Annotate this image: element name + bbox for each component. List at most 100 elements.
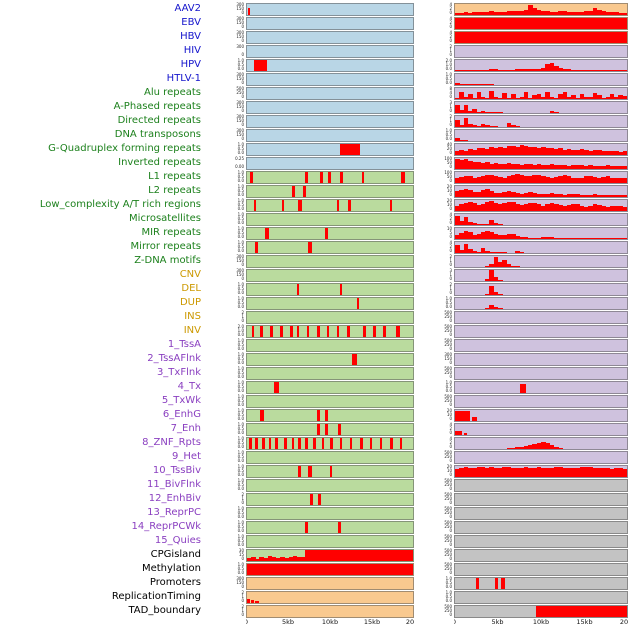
right-panel bbox=[454, 296, 628, 310]
left-y-ticks: 1.0 0.5 0.0 bbox=[206, 534, 246, 548]
signal-bar bbox=[463, 150, 469, 155]
y-tick-label: 0.5 bbox=[445, 76, 452, 81]
signal-bar bbox=[532, 94, 538, 99]
signal-bar bbox=[502, 192, 507, 197]
signal-bar bbox=[535, 605, 627, 617]
signal-bar bbox=[493, 467, 499, 477]
signal-bar bbox=[485, 149, 490, 155]
y-tick-label: 0 bbox=[241, 80, 244, 85]
x-tick-label: 10kb bbox=[532, 618, 550, 626]
y-tick-label: 4 bbox=[449, 436, 452, 441]
signal-bar bbox=[489, 305, 495, 309]
signal-bar bbox=[601, 165, 606, 169]
right-y-ticks: 500 250 0 bbox=[414, 450, 454, 464]
signal-bar bbox=[532, 175, 538, 183]
signal-bar bbox=[545, 204, 550, 211]
right-panel bbox=[454, 16, 628, 30]
signal-bar bbox=[536, 174, 542, 183]
left-y-ticks: 30 15 0 bbox=[206, 548, 246, 562]
signal-bar bbox=[489, 286, 495, 295]
signal-bar bbox=[596, 194, 602, 197]
y-tick-label: 300 bbox=[236, 44, 244, 49]
left-panel bbox=[246, 184, 414, 198]
signal-bar bbox=[575, 204, 581, 211]
left-panel bbox=[246, 226, 414, 240]
y-tick-label: 0.5 bbox=[237, 524, 244, 529]
signal-bar bbox=[571, 165, 576, 169]
track-label: Methylation bbox=[141, 563, 201, 574]
signal-bar bbox=[510, 447, 516, 449]
signal-bar bbox=[480, 12, 486, 15]
signal-bar bbox=[545, 91, 550, 99]
signal-bar bbox=[489, 467, 495, 477]
signal-bar bbox=[520, 383, 526, 393]
signal-bar bbox=[605, 468, 611, 477]
signal-bar bbox=[459, 221, 464, 225]
track-label: Z-DNA motifs bbox=[134, 255, 201, 266]
signal-bar bbox=[459, 12, 464, 15]
signal-bar bbox=[571, 467, 576, 477]
signal-bar bbox=[472, 250, 477, 253]
y-tick-label: 1.0 bbox=[237, 450, 244, 455]
track-label: MIR repeats bbox=[141, 227, 201, 238]
right-y-ticks: 500 250 0 bbox=[414, 520, 454, 534]
signal-bar bbox=[260, 409, 264, 421]
right-y-ticks: 500 250 0 bbox=[414, 604, 454, 618]
signal-bar bbox=[502, 467, 507, 477]
y-tick-label: 0 bbox=[449, 402, 452, 407]
y-tick-label: 1.0 bbox=[237, 226, 244, 231]
track-label: DUP bbox=[179, 297, 201, 308]
signal-bar bbox=[584, 206, 589, 211]
y-tick-label: 0.5 bbox=[237, 300, 244, 305]
signal-bar bbox=[463, 12, 469, 15]
signal-bar bbox=[476, 162, 482, 169]
signal-bar bbox=[459, 83, 464, 85]
signal-bar bbox=[596, 205, 602, 211]
signal-bar bbox=[476, 177, 482, 183]
signal-bar bbox=[472, 125, 477, 127]
signal-bar bbox=[489, 11, 495, 15]
signal-bar bbox=[325, 549, 331, 561]
signal-bar bbox=[328, 171, 331, 183]
signal-bar bbox=[313, 437, 316, 449]
y-tick-label: 0 bbox=[449, 528, 452, 533]
signal-bar bbox=[515, 193, 520, 197]
track-label: DNA transposons bbox=[114, 129, 201, 140]
y-tick-label: 0 bbox=[241, 24, 244, 29]
signal-bar bbox=[532, 8, 538, 15]
signal-bar bbox=[558, 68, 563, 71]
track-label: Microsatellites bbox=[129, 213, 201, 224]
signal-bar bbox=[558, 205, 563, 211]
signal-bar bbox=[305, 171, 308, 183]
signal-bar bbox=[584, 11, 589, 15]
right-panel bbox=[454, 436, 628, 450]
left-y-ticks: 1.0 0.5 0.0 bbox=[206, 226, 246, 240]
y-tick-label: 0 bbox=[449, 122, 452, 127]
signal-bar bbox=[480, 69, 486, 71]
y-tick-label: 0 bbox=[449, 570, 452, 575]
y-tick-label: 0 bbox=[449, 220, 452, 225]
signal-bar bbox=[485, 279, 490, 281]
signal-bar bbox=[523, 69, 529, 71]
signal-bar bbox=[545, 63, 550, 71]
signal-bar bbox=[467, 201, 473, 211]
signal-bar bbox=[316, 423, 321, 435]
y-tick-label: 1.0 bbox=[237, 198, 244, 203]
y-tick-label: 2.0 bbox=[237, 324, 244, 329]
signal-bar bbox=[480, 111, 486, 113]
signal-bar bbox=[476, 91, 482, 99]
y-tick-label: 0.00 bbox=[235, 164, 244, 169]
y-tick-label: 500 bbox=[444, 450, 452, 455]
signal-bar bbox=[510, 265, 516, 267]
left-panel bbox=[246, 142, 414, 156]
left-y-ticks: 1.0 0.5 0.0 bbox=[206, 282, 246, 296]
signal-bar bbox=[489, 191, 495, 197]
y-tick-label: 0.5 bbox=[237, 398, 244, 403]
y-tick-label: 0 bbox=[449, 248, 452, 253]
y-tick-label: 0.5 bbox=[237, 426, 244, 431]
y-tick-label: 1.0 bbox=[237, 338, 244, 343]
signal-bar bbox=[472, 97, 477, 99]
signal-bar bbox=[541, 442, 546, 449]
signal-bar bbox=[455, 410, 471, 421]
